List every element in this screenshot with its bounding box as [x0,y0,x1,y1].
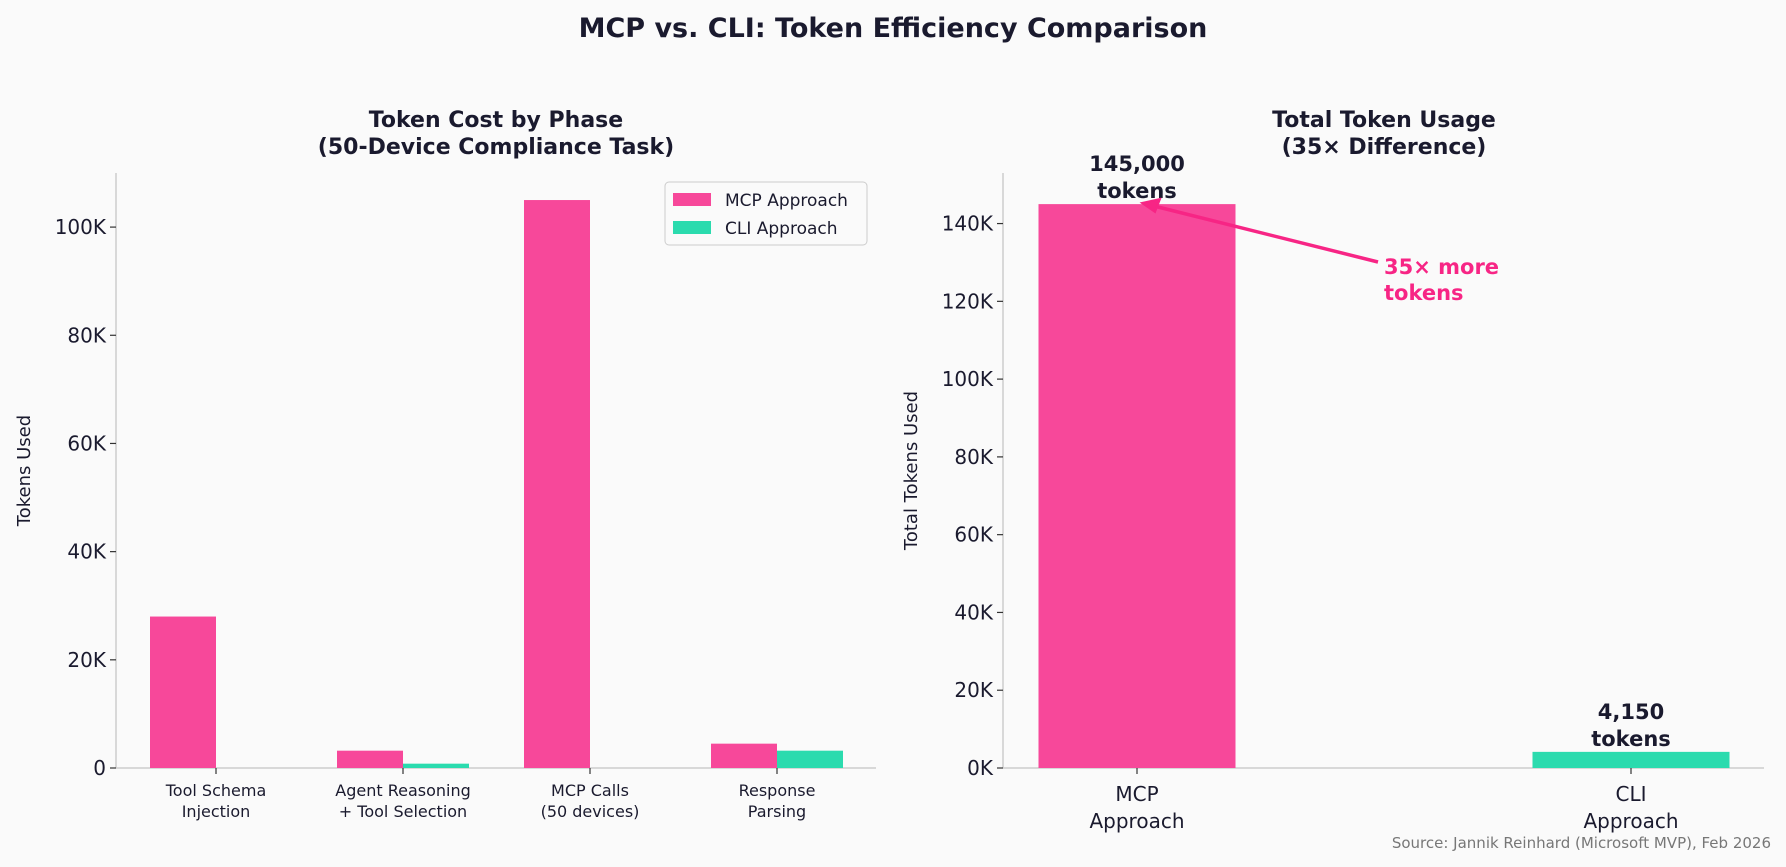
cli-total-bar [1532,751,1730,768]
x-tick-label-line: Approach [1089,809,1184,833]
subplot-title-line: (50-Device Compliance Task) [318,135,674,160]
data-label-line: tokens [1097,179,1177,203]
x-tick-label: CLI Approach [1583,782,1678,833]
y-tick-label: 40K [67,540,106,564]
data-label: 4,150 tokens [1591,700,1671,751]
x-tick-label: Response Parsing [739,781,816,821]
arrowhead-icon [1139,197,1162,214]
x-tick-label-line: MCP Calls [551,781,629,800]
left-chart: 0 20K 40K 60K 80K 100K Tokens Used Token Cost b… [14,108,876,821]
subplot-title-line: Token Cost by Phase [369,108,623,133]
y-tick-label: 140K [942,212,994,236]
mcp-total-bar [1038,204,1236,769]
subplot-title: Token Cost by Phase (50-Device Compliance… [318,108,674,160]
data-label: 145,000 tokens [1089,152,1185,203]
mcp-bar [524,200,590,768]
x-tick-label: MCP Approach [1089,782,1184,833]
legend-swatch [673,193,711,206]
subplot-title-line: (35× Difference) [1282,135,1487,160]
x-tick-label-line: Parsing [748,802,806,821]
data-label-line: tokens [1591,727,1671,751]
y-tick-label: 0K [967,756,994,780]
y-axis-label: Total Tokens Used [901,391,922,551]
x-tick-label-line: Tool Schema [165,781,267,800]
x-tick-label: Agent Reasoning + Tool Selection [335,781,471,821]
mcp-bar [711,743,777,768]
right-chart: 0K 20K 40K 60K 80K 100K 120K 140K Total Tokens U… [901,108,1764,833]
x-tick-label-line: Response [739,781,816,800]
x-tick-label: MCP Calls (50 devices) [541,781,640,821]
legend: MCP Approach CLI Approach [664,181,868,246]
y-tick-label: 20K [954,678,993,702]
x-tick-label-line: MCP [1115,782,1158,806]
cli-bar [403,763,469,768]
annotation-text-line: tokens [1384,281,1464,305]
mcp-bar [150,616,216,768]
annotation-arrow [1149,203,1379,264]
legend-label: MCP Approach [725,191,848,211]
mcp-bar [337,750,403,768]
annotation-text: 35× more tokens [1384,255,1499,305]
y-axis-label: Tokens Used [14,415,35,527]
y-tick-label: 100K [55,215,107,239]
x-tick-label-line: + Tool Selection [339,802,467,821]
data-label-line: 145,000 [1089,152,1185,176]
subplot-title-line: Total Token Usage [1272,108,1496,133]
subplot-title: Total Token Usage (35× Difference) [1272,108,1496,160]
x-tick-label-line: Agent Reasoning [335,781,471,800]
data-label-line: 4,150 [1598,700,1664,724]
x-tick-label-line: Injection [182,802,251,821]
cli-bar [777,750,843,768]
y-tick-label: 60K [954,523,993,547]
legend-label: CLI Approach [725,219,838,239]
annotation-text-line: 35× more [1384,255,1499,279]
y-tick-label: 60K [67,431,106,455]
y-tick-label: 100K [942,367,994,391]
source-note: Source: Jannik Reinhard (Microsoft MVP),… [1392,834,1771,852]
y-tick-label: 80K [954,445,993,469]
y-tick-label: 120K [942,289,994,313]
x-tick-label-line: (50 devices) [541,802,640,821]
y-tick-label: 40K [954,600,993,624]
x-tick-label-line: Approach [1583,809,1678,833]
y-tick-label: 0 [93,756,106,780]
annotation: 35× more tokens [1139,197,1499,305]
x-tick-label-line: CLI [1615,782,1646,806]
y-tick-label: 80K [67,323,106,347]
legend-box [664,181,868,246]
figure-title: MCP vs. CLI: Token Efficiency Comparison [579,13,1208,44]
x-tick-label: Tool Schema Injection [165,781,267,821]
y-tick-label: 20K [67,648,106,672]
legend-swatch [673,221,711,234]
